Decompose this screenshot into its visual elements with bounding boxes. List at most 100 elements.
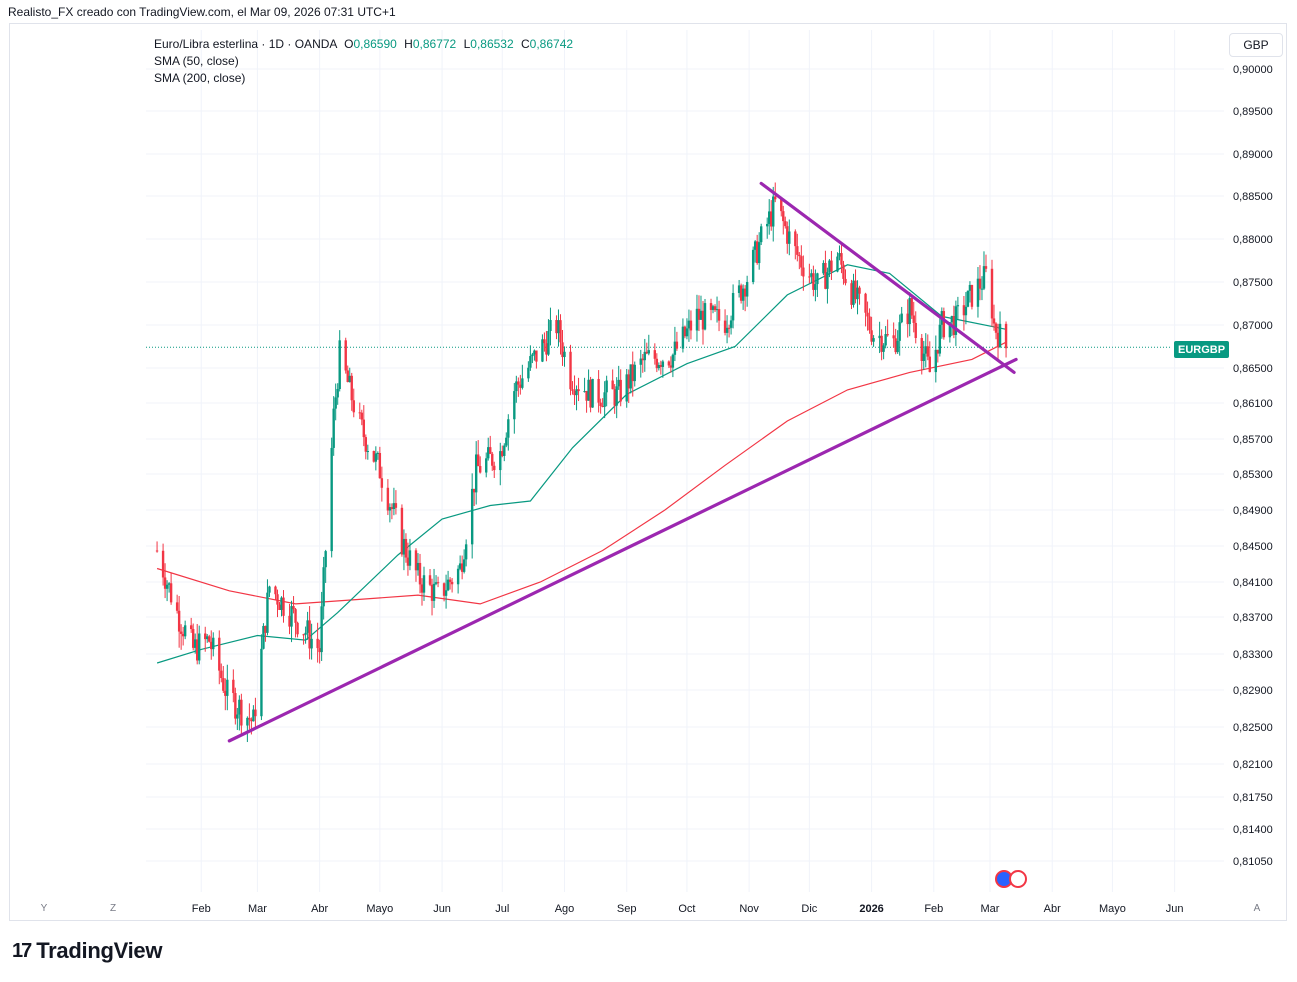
axis-button-y[interactable]: Y [40, 902, 48, 914]
symbol-price-badge: EURGBP [1174, 341, 1230, 358]
candle-body [155, 550, 159, 552]
brand-name: TradingView [36, 938, 163, 963]
candle-body [266, 592, 269, 633]
candle-body [840, 253, 843, 265]
high-label: H [404, 37, 413, 51]
candle-body [605, 380, 608, 393]
axis-button-z[interactable]: Z [109, 902, 117, 914]
chart-legend: Euro/Libra esterlina · 1D · OANDA O0,865… [154, 36, 573, 87]
candle-body [196, 639, 199, 661]
candle-body [169, 583, 173, 603]
candle-body [436, 582, 440, 584]
x-tick-label: Mar [248, 903, 267, 915]
candle-body [816, 273, 819, 285]
candle-body [976, 278, 980, 307]
candle-body [193, 639, 197, 648]
candle-body [444, 590, 448, 596]
candle-body [346, 370, 349, 383]
candle-body [322, 567, 325, 607]
time-axis: Feb Mar Abr Mayo Jun Jul Ago Sep Oct Nov Dic 2026 Fe… [192, 903, 1184, 915]
x-tick-label: Abr [311, 903, 328, 915]
candle-body [519, 384, 522, 388]
candle-body [794, 231, 797, 247]
candle-body [908, 298, 911, 325]
candle-body [573, 390, 576, 396]
sma-50-legend[interactable]: SMA (50, close) [154, 54, 239, 68]
candle-body [470, 488, 474, 545]
dividend-event-icon[interactable] [1009, 870, 1027, 888]
candle-body [768, 211, 771, 224]
candle-body [521, 378, 524, 388]
candle-body [206, 636, 209, 640]
candle-body [330, 447, 333, 552]
currency-button[interactable]: GBP [1229, 33, 1283, 57]
x-tick-label: Mayo [366, 903, 393, 915]
candle-body [810, 273, 813, 277]
candle-body [996, 332, 1000, 348]
candle-body [535, 350, 538, 362]
candle-body [852, 280, 855, 305]
candle-body [292, 606, 295, 610]
candle-body [238, 699, 241, 715]
candle-body [912, 315, 915, 323]
candle-body [561, 342, 564, 358]
candle-body [446, 579, 450, 591]
candle-body [870, 330, 873, 342]
candle-body [774, 196, 777, 200]
candle-body [631, 364, 634, 382]
candle-body [844, 278, 847, 284]
candle-body [220, 670, 223, 679]
candle-body [474, 454, 478, 493]
candle-body [868, 316, 871, 331]
sma-200-legend[interactable]: SMA (200, close) [154, 71, 246, 85]
candle-body [575, 389, 578, 396]
x-tick-label: Feb [192, 903, 211, 915]
y-tick-label: 0,87500 [1233, 277, 1273, 289]
candle-body [924, 346, 927, 354]
candle-body [703, 303, 707, 330]
candle-body [745, 282, 749, 297]
candle-body [599, 402, 602, 406]
candle-body [641, 358, 644, 361]
candle-body [179, 631, 183, 634]
candle-body [204, 633, 207, 640]
candle-body [619, 379, 622, 402]
candle-body [900, 313, 903, 323]
candle-body [828, 260, 831, 273]
candle-body [400, 507, 404, 555]
candle-body [276, 594, 279, 605]
candle-body [896, 340, 899, 353]
candle-body [374, 453, 378, 462]
candle-body [262, 625, 265, 649]
candle-body [589, 379, 592, 408]
candle-body [615, 386, 618, 406]
candle-body [212, 637, 215, 650]
candle-body [780, 199, 783, 212]
candle-body [992, 318, 996, 324]
y-tick-label: 0,81400 [1233, 824, 1273, 836]
candle-body [167, 583, 171, 585]
candle-body [543, 339, 546, 344]
candle-body [294, 609, 297, 623]
candle-body [782, 211, 785, 222]
candle-body [882, 345, 885, 352]
candle-body [796, 246, 799, 255]
candle-body [826, 272, 829, 289]
symbol-label[interactable]: Euro/Libra esterlina · 1D · OANDA [154, 37, 337, 51]
candle-body [625, 374, 628, 402]
candle-body [966, 290, 970, 307]
candle-body [456, 568, 460, 585]
candle-body [741, 288, 745, 301]
candle-body [872, 338, 875, 342]
candle-body [489, 447, 492, 454]
candle-body [513, 391, 516, 420]
candle-body [290, 606, 293, 627]
auto-scale-button[interactable]: A [1253, 902, 1261, 914]
candle-body [864, 293, 867, 313]
candle-body [402, 538, 406, 555]
candle-body [886, 334, 889, 336]
y-tick-label: 0,82100 [1233, 759, 1273, 771]
candle-body [260, 648, 263, 717]
candle-body [689, 320, 693, 331]
